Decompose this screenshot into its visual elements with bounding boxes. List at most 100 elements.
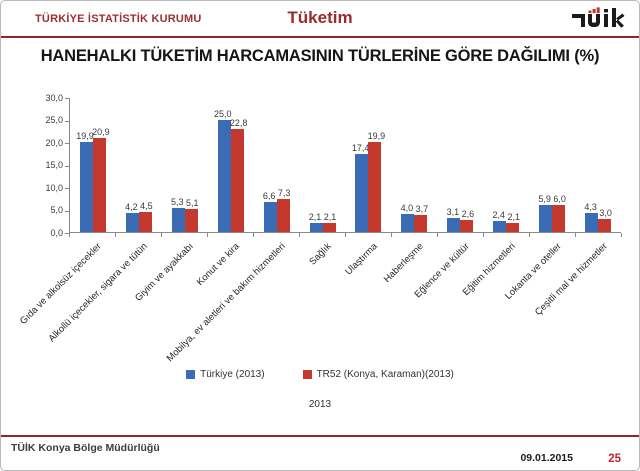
bar-group: 25,0 22,8	[208, 98, 254, 232]
bar-tr52-4: 7,3	[276, 188, 290, 232]
bar-group: 4,0 3,7	[391, 98, 437, 232]
footer-org: TÜİK Konya Bölge Müdürlüğü	[11, 442, 160, 454]
y-axis-label: 25,0	[45, 115, 63, 125]
x-axis-tick	[299, 233, 300, 237]
header: TÜRKİYE İSTATİSTİK KURUMU Tüketim	[1, 1, 639, 38]
y-axis-tick	[65, 165, 69, 167]
y-axis-label: 20,0	[45, 137, 63, 148]
bar-group: 19,9 20,9	[70, 98, 116, 232]
bar-tr52-2: 5,1	[184, 198, 199, 232]
bar-value-label: 2,6	[461, 209, 475, 220]
bar-turkiye-5: 2,1	[309, 212, 323, 232]
y-axis-label: 10,0	[45, 182, 63, 193]
x-axis-tick	[69, 233, 70, 237]
bar-tr52-5: 2,1	[322, 212, 336, 232]
bar-value-label: 3,0	[599, 207, 612, 218]
y-axis-label: 30,0	[45, 92, 63, 103]
page-number: 25	[608, 453, 621, 465]
legend-swatch-icon	[302, 370, 312, 379]
bar-turkiye-0: 19,9	[76, 131, 94, 232]
x-axis-tick	[345, 233, 346, 237]
bar-group: 5,9 6,0	[529, 98, 575, 232]
bar-value-label: 4,3	[584, 201, 597, 212]
bar-turkiye-4: 6,6	[263, 191, 277, 232]
bar-value-label: 2,4	[492, 210, 506, 221]
bar-tr52-7: 3,7	[414, 204, 428, 232]
bar-value-label: 19,9	[76, 131, 94, 142]
y-axis-tick	[65, 233, 69, 234]
bar-value-label: 25,0	[214, 108, 232, 119]
bar-group: 6,6 7,3	[254, 98, 300, 232]
bar-group: 4,2 4,5	[116, 98, 162, 232]
y-axis-label: 0,0	[50, 227, 63, 238]
x-axis-tick	[575, 233, 576, 237]
y-axis-tick	[65, 210, 69, 212]
legend-label: Türkiye (2013)	[200, 369, 265, 380]
bar-group: 4,3 3,0	[575, 98, 621, 232]
legend-item-turkiye: Türkiye (2013)	[186, 369, 265, 380]
x-axis-tick	[115, 233, 116, 237]
y-axis-tick	[65, 143, 69, 144]
bar-value-label: 4,0	[400, 203, 414, 213]
bar-turkiye-11: 4,3	[584, 202, 599, 232]
bar-tr52-10: 6,0	[552, 194, 566, 232]
bar-tr52-0: 20,9	[92, 127, 110, 232]
bar-group: 2,1 2,1	[300, 98, 346, 232]
bar-value-label: 22,8	[229, 118, 248, 129]
bar-value-label: 19,9	[367, 131, 386, 142]
x-axis-tick	[621, 233, 622, 237]
bar-value-label: 2,1	[323, 211, 337, 222]
bar-group: 17,4 19,9	[346, 98, 392, 232]
plot-area: 19,9 20,9 4,2 4,5 5,3 5,1 25,0 22,8 6,6 7,3 2,1 2,1…	[69, 98, 621, 233]
bar-tr52-8: 2,6	[460, 209, 474, 232]
bar-value-label: 3,1	[446, 207, 460, 218]
x-axis-title: 2013	[308, 399, 332, 410]
bar-chart: 19,9 20,9 4,2 4,5 5,3 5,1 25,0 22,8 6,6 7,3 2,1 2,1…	[11, 89, 631, 364]
bar-tr52-3: 22,8	[230, 118, 247, 232]
bar-value-label: 20,9	[92, 126, 110, 137]
bar-tr52-6: 19,9	[368, 131, 385, 232]
y-axis-label: 5,0	[50, 205, 63, 215]
x-axis-tick	[253, 233, 254, 237]
bar-value-label: 2,1	[308, 211, 322, 222]
tuik-logo-icon	[571, 6, 625, 38]
chart-legend: Türkiye (2013) TR52 (Konya, Karaman)(2013…	[1, 369, 639, 380]
page-title: HANEHALKI TÜKETİM HARCAMASININ TÜRLERİNE…	[40, 47, 600, 65]
bar-value-label: 5,3	[171, 197, 184, 208]
footer: TÜİK Konya Bölge Müdürlüğü 09.01.2015 25	[1, 435, 639, 470]
bar-turkiye-8: 3,1	[447, 207, 461, 232]
bar-value-label: 5,9	[538, 194, 551, 205]
x-axis-tick	[391, 233, 392, 237]
bar-value-label: 17,4	[351, 142, 370, 153]
footer-date: 09.01.2015	[520, 452, 573, 464]
bar-turkiye-6: 17,4	[352, 143, 369, 232]
x-axis-tick	[437, 233, 438, 237]
x-axis-tick	[483, 233, 484, 237]
y-axis-label: 15,0	[45, 160, 63, 170]
bar-value-label: 6,6	[262, 191, 276, 202]
bar-value-label: 7,3	[277, 188, 291, 199]
bar-tr52-11: 3,0	[598, 208, 612, 232]
bar-value-label: 6,0	[553, 194, 566, 204]
legend-swatch-icon	[186, 370, 196, 379]
x-axis-tick	[207, 233, 208, 237]
bar-turkiye-2: 5,3	[171, 197, 185, 232]
bar-turkiye-1: 4,2	[125, 202, 139, 232]
bar-tr52-1: 4,5	[138, 201, 153, 232]
bar-turkiye-7: 4,0	[401, 203, 415, 232]
bar-turkiye-10: 5,9	[538, 194, 553, 232]
section-title: Tüketim	[287, 8, 353, 27]
legend-label: TR52 (Konya, Karaman)(2013)	[316, 369, 454, 380]
bar-value-label: 4,5	[140, 200, 153, 211]
x-axis-tick	[529, 233, 530, 237]
bar-turkiye-3: 25,0	[214, 109, 232, 232]
bar-value-label: 5,1	[186, 198, 199, 209]
y-axis-tick	[65, 188, 69, 189]
legend-item-tr52: TR52 (Konya, Karaman)(2013)	[302, 369, 454, 380]
y-axis-tick	[65, 98, 69, 99]
bar-turkiye-9: 2,4	[492, 210, 507, 232]
org-name: TÜRKİYE İSTATİSTİK KURUMU	[35, 13, 202, 25]
bar-value-label: 4,2	[125, 202, 138, 213]
bar-tr52-9: 2,1	[506, 212, 520, 232]
